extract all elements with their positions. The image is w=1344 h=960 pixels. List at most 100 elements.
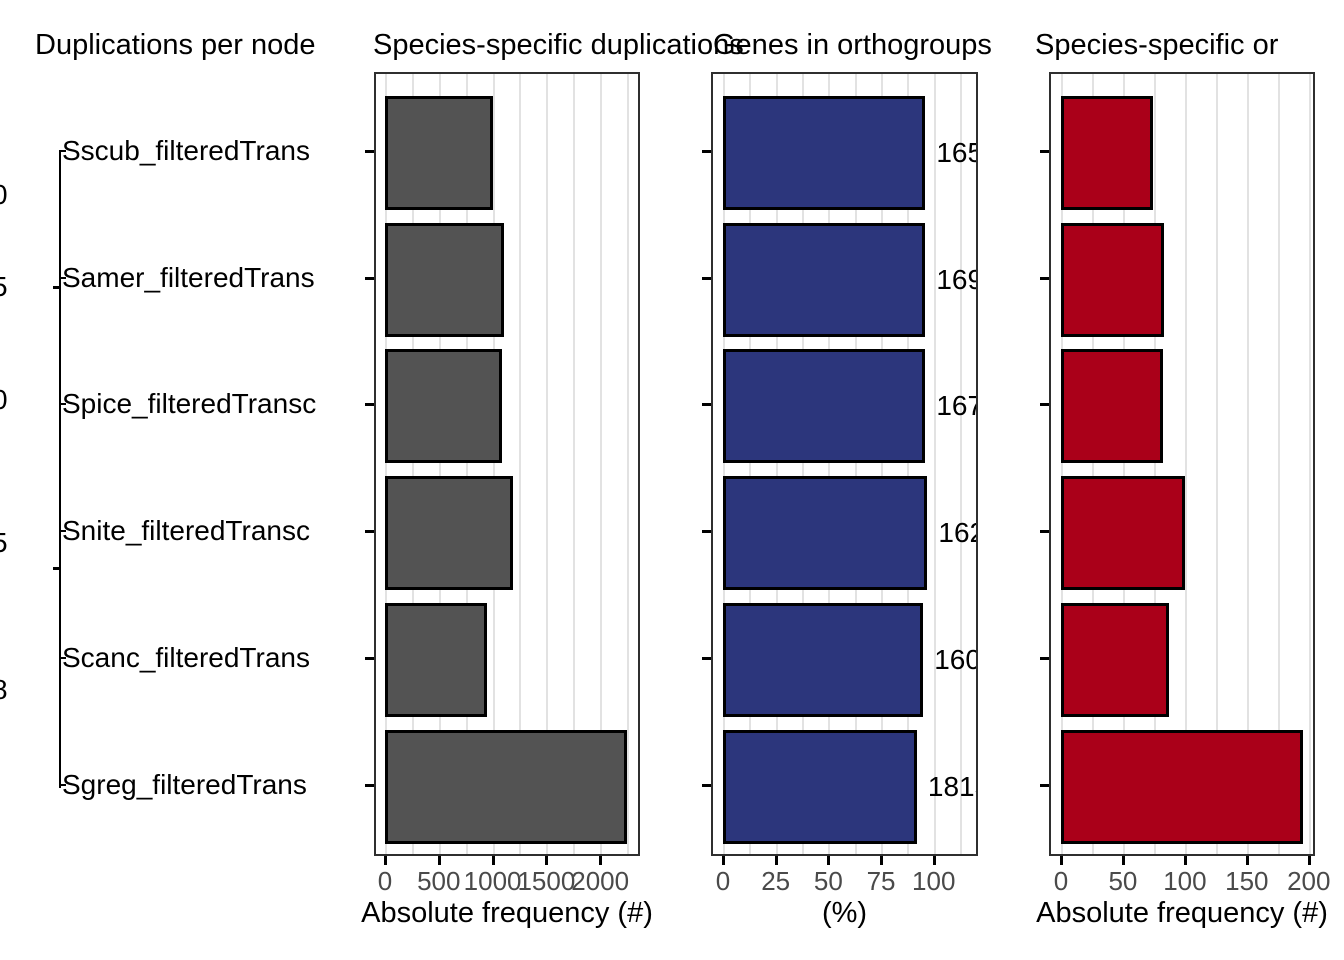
bar-value-label: 1813 xyxy=(927,771,976,802)
x-axis-tick-label: 2000 xyxy=(571,866,630,896)
grid-line xyxy=(492,74,495,854)
panel-1: 165 169 167 162 160 1813 xyxy=(711,72,978,856)
y-axis-tick xyxy=(1040,657,1049,660)
species-label: Snite_filteredTransc xyxy=(62,515,310,546)
tree-branch-stub xyxy=(59,784,66,786)
title-species-specific-orthogroups: Species-specific or xyxy=(1035,29,1279,61)
grid-line xyxy=(573,74,576,854)
y-axis-tick xyxy=(365,150,374,153)
clipped-node-label: 8 xyxy=(0,673,14,707)
y-axis-tick xyxy=(365,403,374,406)
grid-line xyxy=(546,74,549,854)
x-axis-tick-label: 0 xyxy=(377,866,393,896)
bar-value-label: 169 xyxy=(936,264,976,295)
species-label: Sscub_filteredTrans xyxy=(62,135,310,166)
grid-line xyxy=(1091,74,1094,854)
grid-line xyxy=(600,74,603,854)
grid-line xyxy=(438,74,441,854)
tree-node-notch xyxy=(53,567,60,570)
bar-row-4 xyxy=(723,603,923,717)
bar-row-1 xyxy=(385,223,504,337)
y-axis-tick xyxy=(1040,150,1049,153)
bar-row-0 xyxy=(1061,96,1153,210)
clipped-node-label: 5 xyxy=(0,526,14,560)
species-label: Sgreg_filteredTrans xyxy=(62,769,307,800)
y-axis-tick xyxy=(365,657,374,660)
x-axis-tick-label: 100 xyxy=(1163,866,1207,896)
y-axis-tick xyxy=(365,530,374,533)
tree-branch-stub xyxy=(59,530,66,532)
clipped-node-label: 5 xyxy=(0,270,14,304)
grid-line xyxy=(1184,74,1187,854)
grid-line xyxy=(465,74,468,854)
bar-row-2 xyxy=(385,349,502,463)
bar-row-3 xyxy=(385,476,513,590)
x-axis-tick xyxy=(774,856,778,865)
grid-line xyxy=(519,74,522,854)
x-axis-tick-label: 500 xyxy=(417,866,461,896)
bar-row-4 xyxy=(1061,603,1169,717)
y-axis-tick xyxy=(1040,403,1049,406)
grid-line xyxy=(775,74,778,854)
bar-row-3 xyxy=(1061,476,1185,590)
grid-line xyxy=(627,74,630,854)
x-axis-tick xyxy=(722,856,725,865)
y-axis-tick xyxy=(365,277,374,280)
grid-line xyxy=(1215,74,1218,854)
tree-node-notch xyxy=(53,286,60,289)
x-axis-title: Absolute frequency (#) xyxy=(1036,897,1328,929)
y-axis-tick xyxy=(1040,277,1049,280)
x-axis-title: (%) xyxy=(821,897,868,929)
tree-branch-stub xyxy=(59,657,66,659)
clipped-node-label-digit: 8 xyxy=(0,673,14,707)
clipped-node-label: 0 xyxy=(0,178,14,212)
grid-line xyxy=(1061,74,1063,854)
x-axis-tick-label: 100 xyxy=(912,866,956,896)
x-axis-tick-label: 1000 xyxy=(463,866,522,896)
phylo-tree: Sscub_filteredTrans Samer_filteredTrans Sp… xyxy=(0,0,374,960)
grid-line xyxy=(723,74,725,854)
x-axis-tick-label: 1500 xyxy=(517,866,576,896)
grid-line xyxy=(960,74,963,854)
x-axis-tick xyxy=(384,856,387,865)
y-axis-tick xyxy=(365,784,374,787)
x-axis-tick-label: 0 xyxy=(1053,866,1069,896)
clipped-node-label-digit: 5 xyxy=(0,270,14,304)
bar-row-3 xyxy=(723,476,927,590)
bar-row-0 xyxy=(385,96,493,210)
grid-line xyxy=(1246,74,1249,854)
title-species-specific-duplications: Species-specific duplications xyxy=(373,29,744,61)
bar-row-5 xyxy=(723,730,917,844)
bar-row-5 xyxy=(1061,730,1303,844)
panel-0 xyxy=(374,72,640,856)
x-axis-title: Absolute frequency (#) xyxy=(361,897,653,929)
grid-line xyxy=(1153,74,1156,854)
y-axis-tick xyxy=(1040,530,1049,533)
y-axis-tick xyxy=(702,784,711,787)
x-axis-tick xyxy=(599,856,603,865)
grid-line xyxy=(385,74,387,854)
x-axis-tick-label: 50 xyxy=(1108,866,1138,896)
bar-row-0 xyxy=(723,96,925,210)
x-axis-tick xyxy=(491,856,495,865)
bar-value-label: 162 xyxy=(938,517,976,548)
x-axis-tick xyxy=(1183,856,1187,865)
y-axis-tick xyxy=(1040,784,1049,787)
bar-row-2 xyxy=(1061,349,1163,463)
bar-row-1 xyxy=(1061,223,1164,337)
grid-line xyxy=(802,74,805,854)
y-axis-tick xyxy=(702,657,711,660)
title-genes-in-orthogroups: Genes in orthogroups xyxy=(713,29,992,61)
x-axis-tick xyxy=(1121,856,1125,865)
tree-branch-stub xyxy=(59,403,66,405)
bar-value-label: 167 xyxy=(936,390,976,421)
x-axis-tick xyxy=(827,856,831,865)
bar-row-2 xyxy=(723,349,925,463)
y-axis-tick xyxy=(702,530,711,533)
bar-row-1 xyxy=(723,223,925,337)
grid-line xyxy=(1122,74,1125,854)
grid-line xyxy=(907,74,910,854)
bar-row-5 xyxy=(385,730,627,844)
